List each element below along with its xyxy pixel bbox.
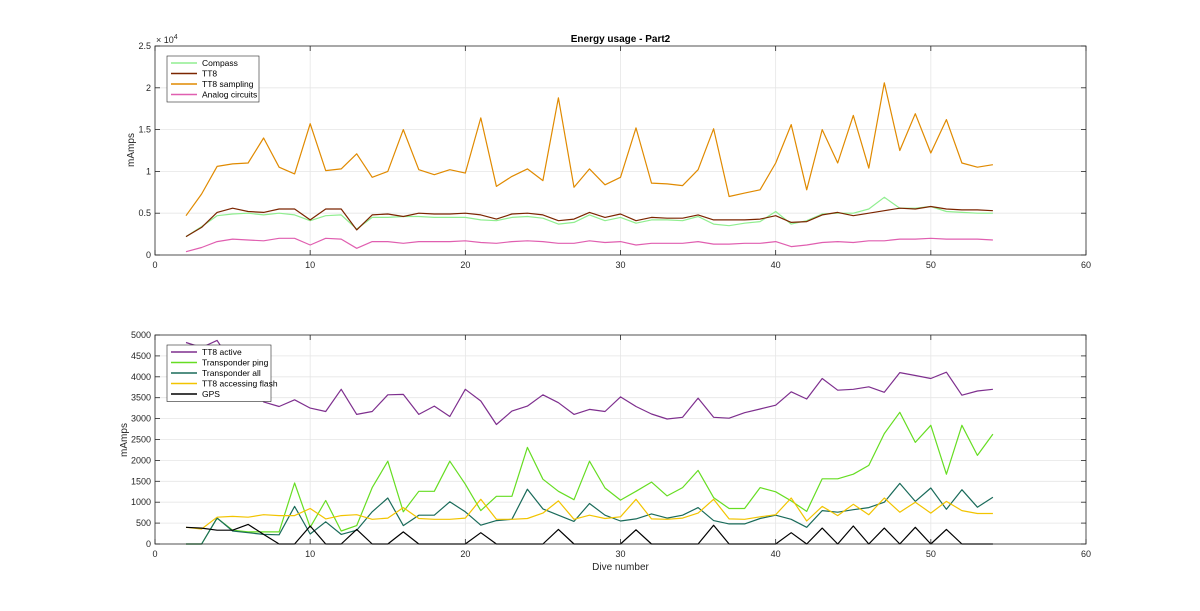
top-x-tick-label: 20 [460, 260, 470, 270]
bottom-legend-entry: Transponder all [202, 368, 261, 378]
bottom-y-tick-label: 0 [146, 539, 151, 549]
bottom-series-line-tt8-active [185, 339, 993, 426]
top-series-line-tt8-sampling [185, 82, 993, 217]
top-y-exponent-base: × 10 [156, 35, 174, 45]
top-y-tick-label: 1 [146, 166, 151, 176]
bottom-x-tick-label: 0 [152, 549, 157, 559]
top-series-line-tt8 [185, 205, 993, 238]
top-legend-entry: Compass [202, 58, 238, 68]
bottom-legend-entry: Transponder ping [202, 358, 269, 368]
top-series-line-analog-circuits [185, 237, 993, 253]
top-y-exponent-power: 4 [174, 34, 178, 41]
bottom-x-tick-label: 50 [926, 549, 936, 559]
top-y-tick-label: 2.5 [138, 41, 151, 51]
bottom-chart: 0 10 20 30 40 50 60 0 500 1000 1500 2000 2500 3000 350… [119, 330, 1091, 573]
top-chart-title: Energy usage - Part2 [571, 34, 671, 45]
top-legend-entry: TT8 sampling [202, 79, 254, 89]
bottom-y-tick-label: 4500 [131, 351, 151, 361]
bottom-y-tick-label: 3000 [131, 414, 151, 424]
top-x-tick-label: 60 [1081, 260, 1091, 270]
top-y-axis-label: mAmps [126, 133, 137, 167]
bottom-x-tick-label: 10 [305, 549, 315, 559]
top-y-tick-label: 0.5 [138, 208, 151, 218]
top-x-tick-label: 0 [152, 260, 157, 270]
bottom-plot-area: 0 10 20 30 40 50 60 0 500 1000 1500 2000 2500 3000 350… [131, 330, 1091, 559]
top-legend-entry: Analog circuits [202, 90, 257, 100]
top-x-tick-label: 30 [615, 260, 625, 270]
bottom-y-tick-label: 5000 [131, 330, 151, 340]
bottom-y-tick-label: 500 [136, 518, 151, 528]
bottom-x-tick-label: 40 [771, 549, 781, 559]
bottom-y-tick-label: 2500 [131, 435, 151, 445]
top-x-tick-label: 50 [926, 260, 936, 270]
bottom-x-axis-label: Dive number [592, 562, 649, 573]
top-x-tick-label: 40 [771, 260, 781, 270]
bottom-x-tick-label: 20 [460, 549, 470, 559]
bottom-y-tick-label: 3500 [131, 393, 151, 403]
bottom-y-tick-label: 1500 [131, 476, 151, 486]
bottom-y-axis-label: mAmps [119, 423, 130, 457]
top-x-tick-label: 10 [305, 260, 315, 270]
bottom-y-tick-label: 4000 [131, 372, 151, 382]
top-series-line-compass [185, 196, 993, 238]
bottom-series-line-tt8-accessing-flash [185, 497, 993, 530]
bottom-legend-entry: GPS [202, 389, 220, 399]
top-legend-entry: TT8 [202, 69, 217, 79]
top-y-tick-label: 2 [146, 83, 151, 93]
top-y-tick-label: 1.5 [138, 125, 151, 135]
bottom-y-tick-label: 1000 [131, 497, 151, 507]
top-y-exponent-label: × 104 [156, 34, 178, 45]
bottom-series-line-transponder-all [186, 482, 994, 545]
bottom-legend-entry: TT8 active [202, 347, 242, 357]
bottom-legend-entry: TT8 accessing flash [202, 379, 278, 389]
bottom-x-tick-label: 30 [615, 549, 625, 559]
top-y-tick-label: 0 [146, 250, 151, 260]
bottom-series-line-transponder-ping [186, 411, 994, 545]
bottom-y-tick-label: 2000 [131, 455, 151, 465]
bottom-x-tick-label: 60 [1081, 549, 1091, 559]
